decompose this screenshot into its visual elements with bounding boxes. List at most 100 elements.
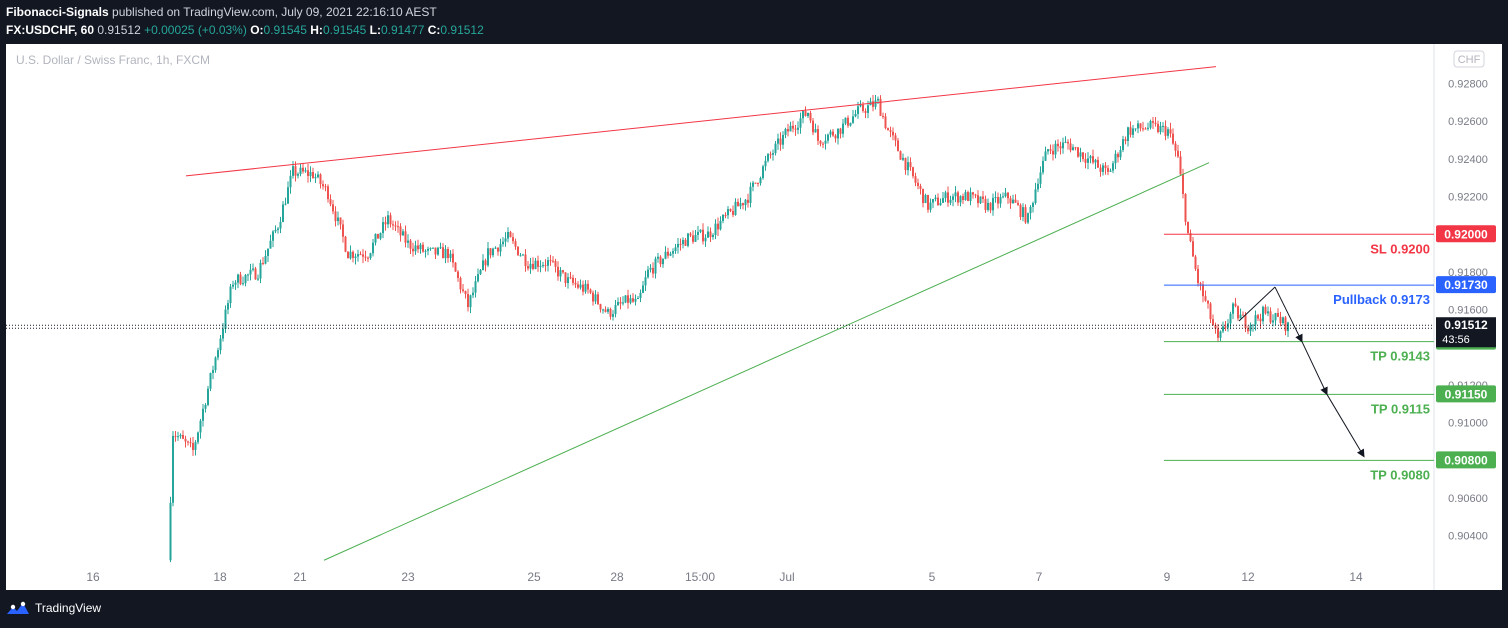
- candle-body: [1214, 325, 1217, 329]
- candle-body: [954, 192, 957, 197]
- candle-body: [652, 267, 654, 274]
- candle-body: [1074, 147, 1077, 149]
- candle-body: [1232, 303, 1234, 314]
- author-name[interactable]: Fibonacci-Signals: [6, 5, 109, 19]
- candle-body: [747, 199, 749, 203]
- candle-body: [929, 202, 932, 210]
- x-axis-ticks: 16 18 21 23 25 28 15:00 Jul 5 7 9 12 14: [86, 570, 1363, 584]
- candle-body: [692, 235, 694, 242]
- candle-body: [622, 302, 624, 304]
- candle-body: [1174, 143, 1177, 151]
- candle-body: [1167, 129, 1169, 136]
- candle-body: [1279, 316, 1282, 324]
- candle-body: [199, 420, 202, 433]
- candle-body: [559, 270, 562, 277]
- candle-body: [1219, 331, 1222, 338]
- candle-body: [1117, 153, 1119, 158]
- candle-body: [554, 261, 557, 267]
- candle-body: [859, 104, 862, 107]
- candle-body: [644, 277, 647, 286]
- candle-body: [1147, 127, 1149, 129]
- candle-body: [439, 247, 442, 249]
- candle-body: [354, 256, 357, 258]
- candle-body: [262, 262, 264, 264]
- candle-body: [1159, 126, 1162, 133]
- candle-body: [309, 172, 312, 177]
- level-axis-value: 0.90800: [1444, 453, 1488, 467]
- currency-label: CHF: [1458, 54, 1481, 66]
- candle-body: [177, 436, 179, 438]
- candle-body: [474, 281, 477, 293]
- candle-body: [629, 298, 632, 303]
- candle-body: [677, 243, 679, 248]
- candle-body: [734, 201, 737, 215]
- candle-body: [1044, 151, 1047, 161]
- y-axis-ticks: 0.92800 0.92600 0.92400 0.92200 0.91800 0.916…: [1448, 79, 1488, 543]
- candle-body: [857, 106, 859, 114]
- y-tick-label: 0.91000: [1448, 418, 1488, 430]
- candle-body: [1017, 202, 1019, 205]
- candle-body: [992, 197, 994, 211]
- price-chart[interactable]: U.S. Dollar / Swiss Franc, 1h, FXCM CHF …: [6, 44, 1502, 590]
- candle-body: [1272, 320, 1274, 323]
- candle-body: [1259, 318, 1262, 322]
- candle-body: [852, 116, 854, 123]
- candle-body: [1072, 147, 1074, 151]
- candle-body: [432, 247, 434, 249]
- y-tick-label: 0.92600: [1448, 116, 1488, 128]
- candle-body: [1244, 314, 1247, 329]
- tradingview-logo[interactable]: TradingView: [6, 600, 101, 616]
- x-tick-label: 16: [86, 570, 100, 584]
- candle-body: [607, 308, 609, 312]
- candle-body: [274, 229, 277, 232]
- candle-body: [594, 294, 597, 302]
- candle-body: [229, 286, 232, 304]
- x-tick-label: 23: [401, 570, 415, 584]
- candle-body: [1252, 324, 1254, 326]
- candle-body: [399, 226, 402, 236]
- candle-body: [327, 186, 329, 200]
- level-axis-tag: [1436, 451, 1496, 469]
- candle-body: [282, 204, 284, 222]
- candle-body: [1209, 303, 1212, 320]
- candle-body: [844, 117, 847, 124]
- candle-body: [912, 167, 914, 177]
- candle-body: [517, 246, 519, 256]
- candle-body: [529, 263, 532, 269]
- candle-body: [1019, 204, 1022, 218]
- candle-body: [592, 292, 594, 302]
- candle-body: [727, 209, 729, 216]
- candle-body: [1262, 306, 1264, 322]
- candle-body: [942, 198, 944, 203]
- resistance-trendline[interactable]: [185, 66, 1217, 177]
- candle-body: [1204, 296, 1207, 301]
- level-label: TP 0.9115: [1371, 401, 1430, 416]
- candle-body: [359, 254, 362, 256]
- y-tick-label: 0.90400: [1448, 531, 1488, 543]
- candle-body: [897, 140, 899, 152]
- candle-body: [422, 244, 424, 252]
- candle-body: [389, 215, 392, 225]
- candle-body: [304, 170, 307, 172]
- chart-frame[interactable]: U.S. Dollar / Swiss Franc, 1h, FXCM CHF …: [6, 44, 1502, 590]
- candle-body: [1277, 313, 1279, 317]
- candle-body: [534, 260, 537, 269]
- x-tick-label: 9: [1164, 570, 1171, 584]
- candle-body: [822, 143, 824, 145]
- candle-body: [369, 253, 372, 259]
- y-tick-label: 0.91800: [1448, 267, 1488, 279]
- candle-body: [1124, 139, 1127, 142]
- candle-body: [687, 233, 689, 246]
- candle-body: [762, 166, 764, 179]
- candle-body: [1229, 313, 1232, 324]
- candle-body: [379, 233, 382, 239]
- candle-body: [417, 245, 419, 250]
- candle-body: [1009, 198, 1012, 204]
- candle-body: [249, 269, 252, 275]
- candle-body: [344, 236, 347, 252]
- price-change: +0.00025 (+0.03%): [144, 23, 247, 37]
- support-trendline[interactable]: [323, 162, 1210, 561]
- candle-body: [1014, 199, 1017, 203]
- candle-body: [499, 244, 502, 252]
- candle-body: [1144, 128, 1147, 130]
